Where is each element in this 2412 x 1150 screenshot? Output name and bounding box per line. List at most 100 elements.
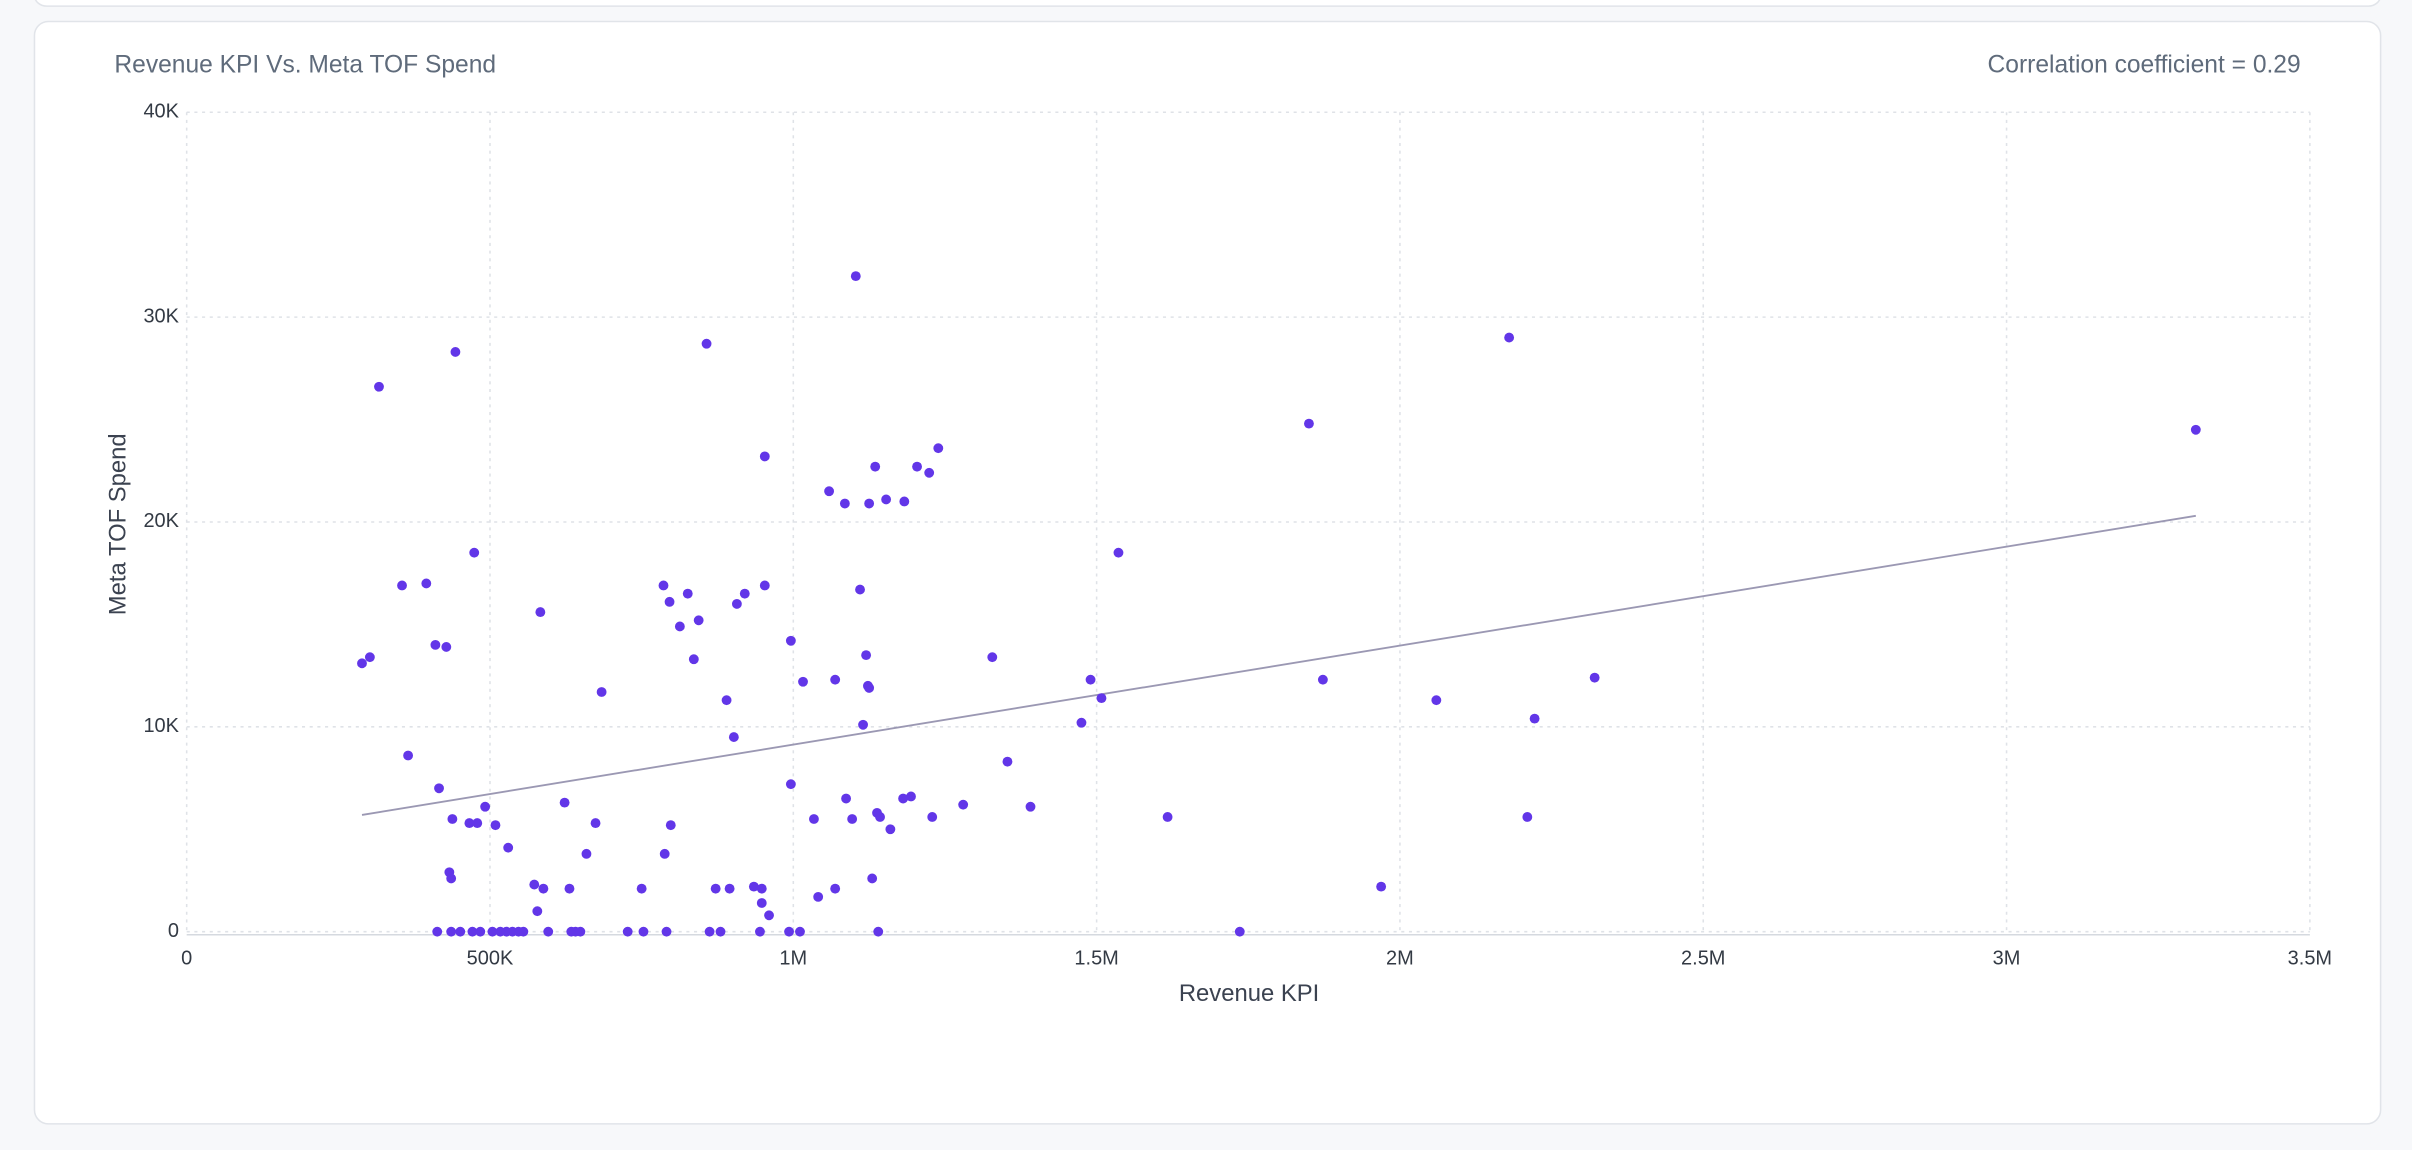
x-tick-label: 2M (1386, 948, 1414, 970)
scatter-point (759, 451, 770, 462)
scatter-point (538, 883, 549, 894)
scatter-point (490, 820, 501, 831)
scatter-point (1376, 881, 1387, 892)
y-tick-label: 0 (168, 920, 179, 942)
scatter-point (688, 654, 699, 665)
y-tick-label: 30K (143, 305, 179, 327)
scatter-point (1234, 926, 1245, 937)
scatter-point (1522, 812, 1533, 822)
scatter-point (850, 271, 861, 282)
scatter-point (739, 588, 750, 599)
scatter-point (403, 750, 414, 761)
scatter-point (1113, 547, 1124, 558)
scatter-point (430, 639, 441, 650)
scatter-point (464, 818, 475, 829)
scatter-point (864, 682, 875, 693)
scatter-point (898, 793, 909, 804)
x-axis-title: Revenue KPI (1179, 980, 1319, 1007)
scatter-point (480, 801, 491, 812)
scatter-point (830, 883, 841, 894)
x-tick-label: 3M (1993, 948, 2021, 970)
scatter-point (564, 883, 575, 894)
scatter-point (715, 926, 726, 937)
scatter-point (924, 467, 935, 478)
scatter-point (1025, 801, 1036, 812)
scatter-point (885, 824, 896, 835)
scatter-point (731, 598, 742, 609)
scatter-point (858, 719, 868, 730)
scatter-point (1317, 674, 1328, 685)
scatter-point (503, 842, 514, 853)
scatter-point (701, 338, 712, 349)
scatter-point (785, 635, 796, 646)
scatter-point (1162, 812, 1173, 822)
scatter-point (674, 621, 685, 632)
scatter-point (728, 732, 739, 742)
scatter-point (933, 443, 944, 454)
scatter-point (785, 779, 796, 790)
scatter-point (875, 812, 885, 822)
scatter-point (899, 496, 910, 507)
scatter-point (721, 695, 732, 706)
scatter-point (665, 820, 676, 831)
scatter-point (824, 486, 835, 497)
y-tick-label: 10K (143, 715, 179, 737)
scatter-point (682, 588, 693, 599)
scatter-point (693, 615, 704, 626)
scatter-point (1085, 674, 1096, 685)
scatter-point (1431, 695, 1442, 706)
scatter-point (535, 607, 546, 618)
scatter-point (764, 910, 774, 921)
x-tick-label: 500K (467, 948, 514, 970)
scatter-point (487, 926, 498, 937)
scatter-point (855, 584, 865, 595)
scatter-point (847, 814, 858, 824)
scatter-point (1096, 693, 1107, 704)
scatter-point (927, 812, 938, 822)
scatter-point (421, 578, 432, 589)
scatter-point (559, 797, 570, 808)
chart-title: Revenue KPI Vs. Meta TOF Spend (114, 52, 496, 79)
scatter-point (472, 818, 483, 829)
scatter-point (432, 926, 443, 937)
scatter-point (518, 926, 529, 937)
chart-subtitle: Correlation coefficient = 0.29 (1988, 52, 2301, 79)
scatter-point (590, 818, 601, 829)
card (33, 20, 2382, 1125)
scatter-point (397, 580, 407, 591)
scatter-point (441, 642, 452, 652)
scatter-point (1002, 756, 1013, 767)
scatter-point (357, 658, 367, 669)
scatter-point (638, 926, 649, 937)
scatter-point (475, 926, 486, 937)
x-tick-label: 1M (779, 948, 807, 970)
scatter-point (1529, 713, 1540, 724)
previous-card (34, 0, 2381, 7)
y-axis-title: Meta TOF Spend (104, 433, 131, 615)
x-tick-label: 1.5M (1074, 948, 1118, 970)
scatter-point (881, 494, 892, 505)
scatter-point (664, 596, 675, 607)
scatter-point (659, 848, 670, 859)
scatter-point (581, 848, 592, 859)
scatter-point (1504, 332, 1515, 343)
scatter-point (636, 883, 647, 894)
scatter-point (447, 814, 458, 824)
scatter-point (756, 883, 767, 894)
scatter-point (798, 676, 808, 687)
scatter-point (455, 926, 466, 937)
scatter-point (2190, 424, 2201, 435)
scatter-point (748, 881, 759, 892)
y-tick-label: 40K (143, 101, 179, 123)
scatter-point (434, 783, 444, 794)
scatter-point (724, 883, 735, 894)
scatter-point (759, 580, 770, 591)
scatter-point (784, 926, 794, 937)
scatter-point (710, 883, 721, 894)
scatter-point (987, 652, 998, 663)
scatter-point (813, 891, 824, 902)
x-tick-label: 2.5M (1681, 948, 1725, 970)
scatter-point (867, 873, 878, 884)
scatter-point (364, 652, 375, 663)
